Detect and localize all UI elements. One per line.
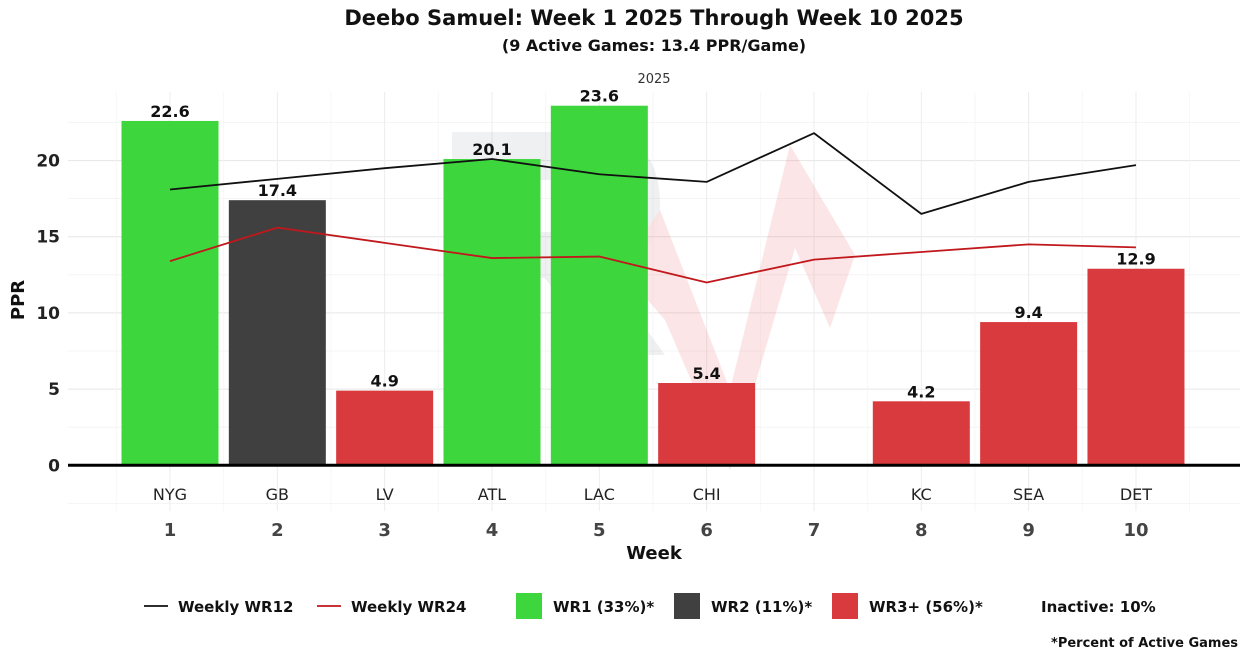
x-tick-label: 6 xyxy=(700,520,713,541)
bar-week-1 xyxy=(121,120,219,466)
y-axis-title: PPR xyxy=(8,280,29,320)
opponent-label: LV xyxy=(376,485,394,504)
x-tick-label: 1 xyxy=(164,520,177,541)
y-tick-label: 0 xyxy=(48,456,60,476)
series-line-wr12 xyxy=(169,132,1137,215)
x-tick-label: 9 xyxy=(1022,520,1035,541)
opponent-label: LAC xyxy=(584,485,615,504)
y-tick-label: 20 xyxy=(36,152,60,172)
opponent-label: NYG xyxy=(153,485,187,504)
bar-week-2 xyxy=(228,200,326,466)
chart-subtitle: (9 Active Games: 13.4 PPR/Game) xyxy=(502,36,806,55)
footnote: *Percent of Active Games xyxy=(1051,636,1238,651)
bar-value-labels: 22.6 17.4 4.9 20.1 23.6 5.4 4.2 9.4 12.9 xyxy=(150,87,1155,402)
x-tick-label: 3 xyxy=(378,520,391,541)
series-line-wr24 xyxy=(169,226,1136,284)
bar-week-6 xyxy=(658,383,756,466)
x-tick-label: 2 xyxy=(271,520,284,541)
x-tick-label: 8 xyxy=(915,520,928,541)
bar-week-8 xyxy=(872,401,970,466)
legend-wr1-label: WR1 (33%)* xyxy=(553,598,654,616)
bar-value-label: 5.4 xyxy=(692,364,720,383)
bar-week-9 xyxy=(980,322,1078,466)
bar-value-label: 4.9 xyxy=(370,372,398,391)
x-tick-label: 10 xyxy=(1123,520,1148,541)
bar-week-4 xyxy=(443,159,541,466)
bar-week-3 xyxy=(336,390,434,466)
bar-value-label: 22.6 xyxy=(150,102,189,121)
y-tick-label: 15 xyxy=(36,228,60,248)
bar-value-label: 9.4 xyxy=(1014,303,1042,322)
bar-value-label: 17.4 xyxy=(258,181,297,200)
x-tick-label: 4 xyxy=(486,520,499,541)
opponent-label: GB xyxy=(266,485,289,504)
reference-lines xyxy=(68,132,1240,467)
x-axis-ticks: NYG 1 GB 2 LV 3 ATL 4 LAC 5 CHI 6 7 KC 8 SEA 9 DET 10 xyxy=(153,485,1152,541)
legend-wr24-label: Weekly WR24 xyxy=(351,598,466,616)
legend-inactive-label: Inactive: 10% xyxy=(1041,598,1156,616)
bar-week-5 xyxy=(550,105,648,466)
legend-wr2-swatch xyxy=(674,593,700,619)
opponent-label: SEA xyxy=(1013,485,1044,504)
bar-value-label: 20.1 xyxy=(472,140,511,159)
x-axis-title: Week xyxy=(626,543,683,564)
bar-value-label: 23.6 xyxy=(580,87,619,106)
x-tick-label: 5 xyxy=(593,520,606,541)
bar-week-10 xyxy=(1087,268,1185,466)
opponent-label: KC xyxy=(911,485,932,504)
opponent-label: CHI xyxy=(693,485,721,504)
legend-wr3-swatch xyxy=(832,593,858,619)
y-tick-label: 5 xyxy=(48,380,60,400)
opponent-label: ATL xyxy=(478,485,506,504)
bar-value-label: 12.9 xyxy=(1116,250,1155,269)
opponent-label: DET xyxy=(1120,485,1152,504)
chart-title: Deebo Samuel: Week 1 2025 Through Week 1… xyxy=(344,6,963,30)
legend: Weekly WR12 Weekly WR24 WR1 (33%)* WR2 (… xyxy=(144,593,1156,619)
x-tick-label: 7 xyxy=(808,520,821,541)
facet-label: 2025 xyxy=(637,72,670,87)
legend-wr1-swatch xyxy=(516,593,542,619)
y-axis-ticks: 0 5 10 15 20 xyxy=(36,152,60,477)
legend-wr3-label: WR3+ (56%)* xyxy=(869,598,983,616)
bars xyxy=(121,105,1185,466)
y-tick-label: 10 xyxy=(36,304,60,324)
legend-wr12-label: Weekly WR12 xyxy=(178,598,293,616)
legend-wr2-label: WR2 (11%)* xyxy=(711,598,812,616)
bar-value-label: 4.2 xyxy=(907,382,935,401)
